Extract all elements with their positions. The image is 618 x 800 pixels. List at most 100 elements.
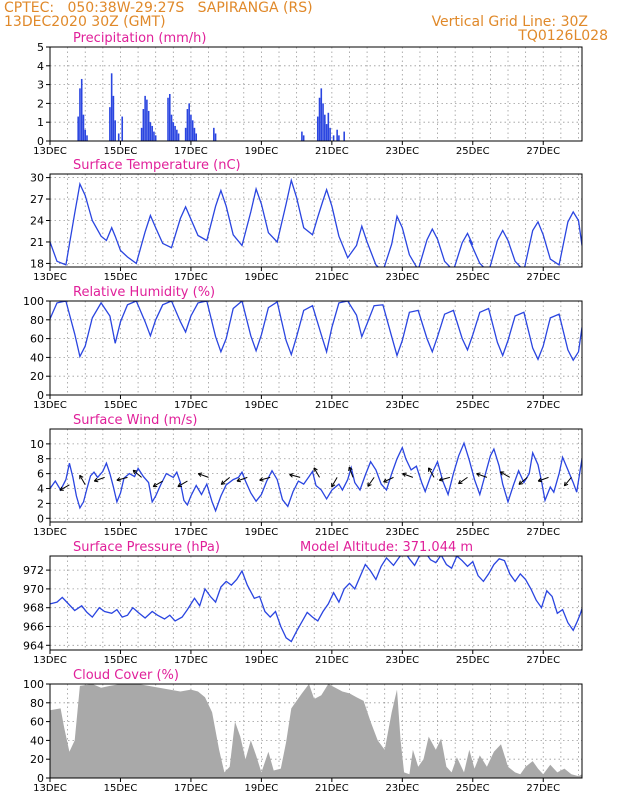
wind-arrow-shaft	[402, 473, 414, 478]
y-tick-label: 21	[30, 236, 44, 249]
y-tick-label: 970	[23, 583, 44, 596]
panel-title: Surface Temperature (nC)	[73, 158, 241, 173]
precip-bar	[117, 133, 120, 141]
x-tick-label: 19DEC	[245, 783, 279, 794]
panel-wind: 0 24 6 8 10 13DEC 15DEC 17DEC 19DEC 21DEC 23DEC 25D…	[30, 413, 583, 538]
x-tick-label: 27DEC	[526, 655, 560, 666]
y-tick-label: 40	[30, 351, 44, 364]
series-line	[50, 441, 582, 513]
wind-arrow-head	[476, 472, 481, 475]
wind-arrow-head	[367, 484, 372, 487]
wind-arrow-shaft	[289, 474, 301, 478]
panel-humidity: 0 20 40 60 80 100 13DEC 15DEC 17DEC 19DEC 21DEC 23D…	[23, 285, 583, 411]
x-tick-label: 21DEC	[315, 655, 349, 666]
x-tick-label: 27DEC	[526, 146, 560, 157]
precip-bar	[144, 95, 146, 141]
y-tick-label: 966	[23, 621, 44, 634]
precip-bar	[168, 94, 171, 141]
wind-arrow-shaft	[152, 480, 163, 488]
precip-bar	[195, 133, 198, 141]
wind-arrow-shaft	[367, 477, 375, 487]
wind-arrow-head	[259, 479, 264, 482]
x-tick-label: 15DEC	[104, 272, 138, 283]
wind-arrow-head	[116, 477, 121, 481]
wind-arrow-shaft	[116, 476, 128, 481]
cloud-area	[50, 684, 582, 778]
x-tick-label: 23DEC	[385, 527, 419, 538]
x-tick-label: 21DEC	[315, 272, 349, 283]
header-run-time: 13DEC2020 30Z (GMT)	[4, 14, 166, 30]
x-tick-label: 19DEC	[245, 272, 279, 283]
panel-frame	[49, 173, 583, 268]
x-tick-label: 19DEC	[245, 527, 279, 538]
x-tick-label: 21DEC	[315, 527, 349, 538]
wind-arrow-head	[348, 466, 350, 472]
wind-arrow-head	[236, 480, 241, 483]
series-line	[50, 177, 582, 267]
panel-frame	[49, 428, 583, 523]
y-tick-label: 27	[30, 193, 44, 206]
x-tick-label: 21DEC	[315, 146, 349, 157]
y-tick-label: 972	[23, 564, 44, 577]
x-tick-label: 13DEC	[33, 783, 67, 794]
y-tick-label: 2	[37, 97, 44, 110]
header-model-code: TQ0126L028	[518, 28, 608, 44]
wind-arrow-shaft	[538, 476, 549, 482]
wind-arrow-head	[289, 474, 293, 478]
y-tick-label: 80	[30, 314, 44, 327]
wind-arrow-head	[518, 480, 521, 485]
wind-arrow-shaft	[428, 467, 435, 478]
x-tick-label: 15DEC	[104, 400, 138, 411]
x-tick-label: 27DEC	[526, 400, 560, 411]
wind-arrow-shaft	[499, 471, 511, 478]
precip-bar	[151, 125, 153, 141]
wind-arrow-shaft	[348, 466, 354, 478]
y-tick-label: 80	[30, 697, 44, 710]
x-tick-label: 17DEC	[174, 783, 208, 794]
precip-bar	[316, 116, 319, 141]
wind-arrow-shaft	[94, 476, 105, 482]
precip-bar	[172, 122, 175, 141]
precip-bar	[170, 114, 173, 141]
precip-bar	[77, 116, 79, 141]
x-tick-label: 15DEC	[104, 655, 138, 666]
precip-bar	[153, 131, 155, 141]
precip-bar	[302, 135, 305, 141]
precip-bar	[191, 120, 194, 141]
wind-arrow-shaft	[563, 477, 572, 487]
wind-arrow-shaft	[220, 476, 231, 485]
precip-bar	[154, 135, 157, 141]
y-tick-label: 10	[30, 438, 44, 451]
precip-bar	[82, 114, 85, 141]
precip-bar	[147, 110, 150, 141]
precip-bar	[213, 127, 215, 141]
panel-precip: 0 1 2 3 4 5 13DEC 15DEC 17DEC 19DEC 21DEC 23DEC 25DE…	[33, 31, 583, 157]
wind-arrow-head	[197, 473, 202, 477]
wind-arrow-head	[402, 472, 407, 475]
panel-cloud: 0 20 40 60 80 100 13DEC 15DEC 17DEC 19DEC 21DEC 23D…	[23, 668, 583, 794]
precip-bar	[318, 97, 321, 141]
x-tick-label: 19DEC	[245, 400, 279, 411]
x-tick-label: 21DEC	[315, 400, 349, 411]
y-tick-label: 60	[30, 716, 44, 729]
x-tick-label: 25DEC	[456, 146, 490, 157]
precip-bar	[214, 133, 217, 141]
panel-title: Precipitation (mm/h)	[73, 31, 206, 46]
y-tick-label: 20	[30, 370, 44, 383]
x-tick-label: 13DEC	[33, 272, 67, 283]
wind-arrow-head	[221, 483, 226, 485]
wind-arrow-shaft	[476, 473, 488, 478]
x-tick-label: 13DEC	[33, 655, 67, 666]
wind-arrow-shaft	[313, 467, 320, 478]
wind-arrow-head	[198, 472, 203, 475]
precip-bar	[80, 78, 83, 141]
x-tick-label: 23DEC	[385, 400, 419, 411]
wind-arrow-shaft	[458, 476, 468, 485]
x-tick-label: 17DEC	[174, 146, 208, 157]
precip-bar	[338, 135, 340, 141]
wind-arrow-shaft	[59, 484, 70, 491]
wind-arrow-head	[499, 471, 503, 476]
x-tick-label: 13DEC	[33, 400, 67, 411]
precip-bar	[336, 129, 338, 141]
